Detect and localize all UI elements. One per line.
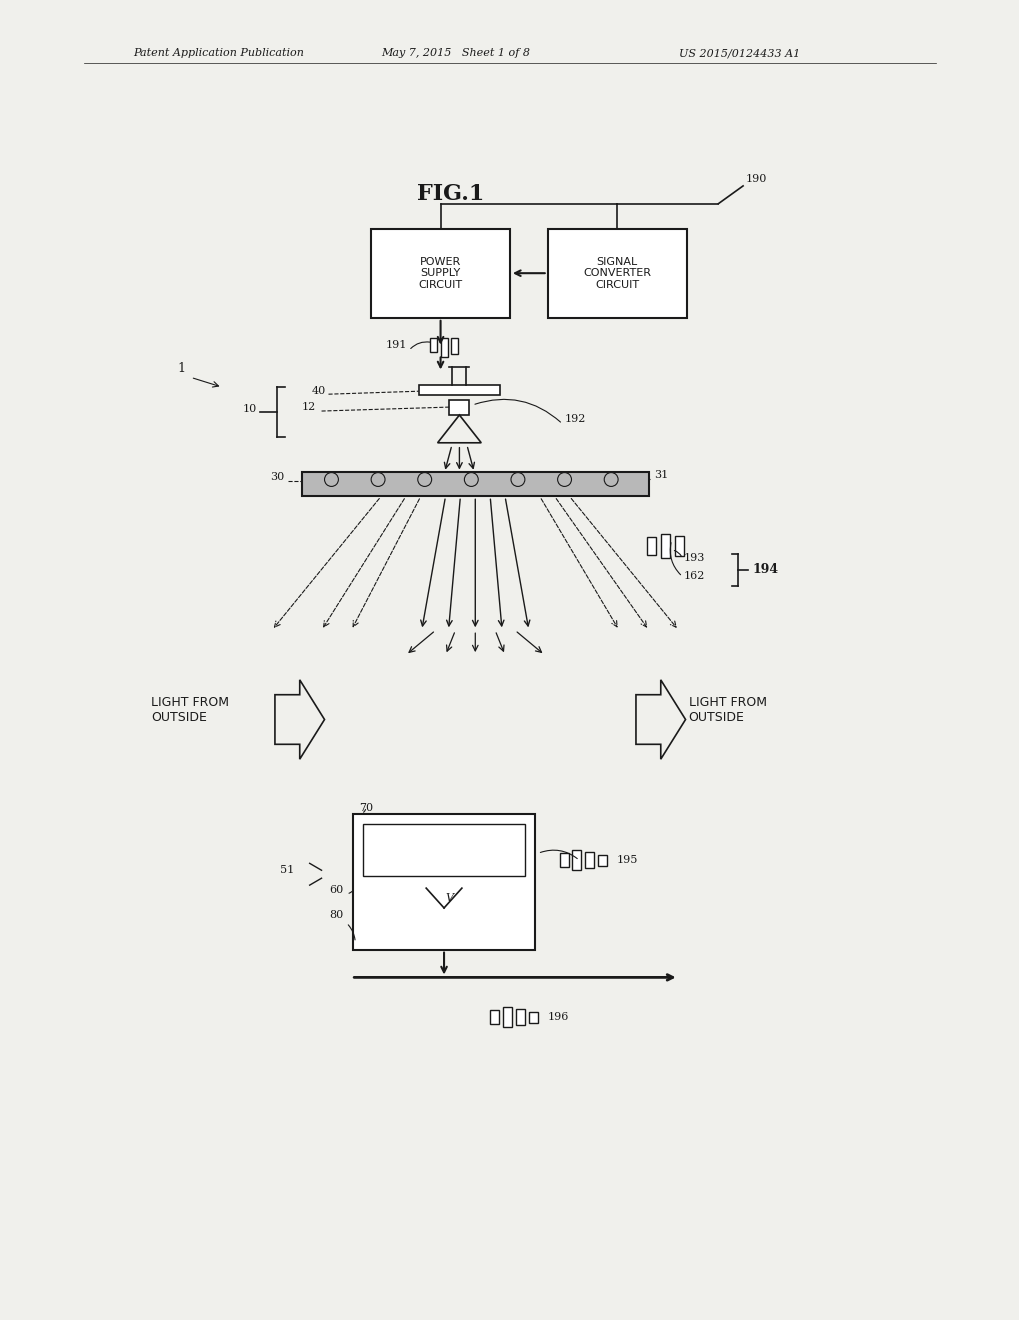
Bar bbox=[449, 400, 469, 414]
Text: US 2015/0124433 A1: US 2015/0124433 A1 bbox=[678, 48, 799, 58]
Bar bbox=[547, 228, 686, 318]
Bar bbox=[451, 338, 458, 354]
Text: 194: 194 bbox=[751, 562, 777, 576]
Bar bbox=[516, 1008, 525, 1026]
Text: 70: 70 bbox=[359, 803, 373, 813]
Text: 196: 196 bbox=[547, 1012, 569, 1022]
Text: FIG.1: FIG.1 bbox=[417, 183, 484, 205]
Text: 51: 51 bbox=[279, 865, 293, 875]
Bar bbox=[490, 1010, 498, 1024]
Bar bbox=[585, 853, 594, 869]
Text: 190: 190 bbox=[745, 174, 766, 183]
Text: 12: 12 bbox=[302, 403, 316, 412]
Text: 191: 191 bbox=[385, 339, 407, 350]
Text: 10: 10 bbox=[242, 404, 256, 414]
Bar bbox=[419, 385, 499, 395]
Text: SIGNAL
CONVERTER
CIRCUIT: SIGNAL CONVERTER CIRCUIT bbox=[583, 256, 650, 290]
Bar bbox=[674, 536, 683, 556]
Text: 30: 30 bbox=[270, 473, 284, 483]
Text: Patent Application Publication: Patent Application Publication bbox=[132, 48, 304, 58]
Text: 80: 80 bbox=[329, 909, 343, 920]
Text: POWER
SUPPLY
CIRCUIT: POWER SUPPLY CIRCUIT bbox=[418, 256, 463, 290]
Text: 60: 60 bbox=[329, 886, 343, 895]
Text: LIGHT FROM
OUTSIDE: LIGHT FROM OUTSIDE bbox=[688, 696, 765, 723]
Bar bbox=[502, 1007, 512, 1027]
Text: 1: 1 bbox=[177, 363, 185, 375]
Bar bbox=[528, 1011, 537, 1023]
Text: 162: 162 bbox=[683, 570, 704, 581]
Text: V: V bbox=[444, 894, 452, 903]
Bar bbox=[598, 855, 606, 866]
Bar bbox=[371, 228, 510, 318]
Text: 195: 195 bbox=[616, 855, 638, 866]
Text: May 7, 2015   Sheet 1 of 8: May 7, 2015 Sheet 1 of 8 bbox=[381, 48, 530, 58]
Text: LIGHT FROM
OUTSIDE: LIGHT FROM OUTSIDE bbox=[151, 696, 228, 723]
Bar bbox=[429, 338, 436, 351]
Bar bbox=[559, 854, 568, 867]
Text: 192: 192 bbox=[564, 414, 585, 424]
Text: 31: 31 bbox=[653, 470, 667, 479]
Bar bbox=[660, 533, 669, 558]
Text: 40: 40 bbox=[312, 387, 325, 396]
Bar bbox=[646, 537, 655, 554]
Bar bbox=[440, 338, 447, 358]
Text: 193: 193 bbox=[683, 553, 704, 562]
Bar bbox=[363, 824, 525, 876]
Bar bbox=[572, 850, 581, 870]
Bar bbox=[353, 813, 534, 949]
Bar bbox=[302, 471, 648, 496]
